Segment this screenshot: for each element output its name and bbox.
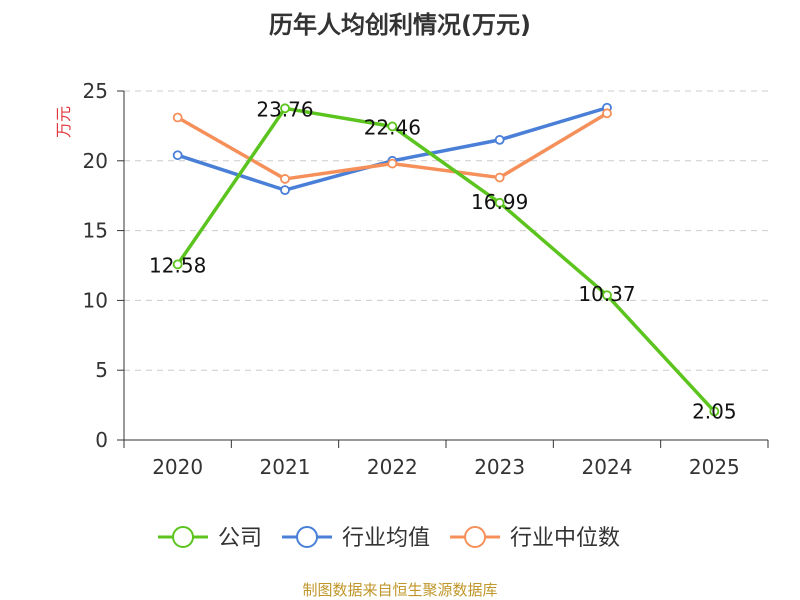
- y-tick-label: 25: [83, 79, 108, 103]
- data-point: [172, 112, 183, 123]
- data-label: 12.58: [149, 253, 206, 277]
- series-lines: [172, 102, 720, 417]
- data-label: 16.99: [471, 190, 528, 214]
- chart-title: 历年人均创利情况(万元): [269, 11, 531, 39]
- legend-label: 公司: [218, 526, 262, 551]
- legend[interactable]: 公司 行业均值 行业中位数: [158, 526, 620, 551]
- y-tick-label: 15: [83, 219, 108, 243]
- data-point: [709, 406, 720, 417]
- legend-item-2[interactable]: 行业中位数: [450, 526, 620, 551]
- data-label: 2.05: [692, 399, 737, 423]
- legend-label: 行业中位数: [510, 526, 620, 551]
- y-tick-label: 20: [83, 149, 108, 173]
- data-point: [494, 172, 505, 183]
- x-tick-label: 2024: [582, 455, 633, 479]
- legend-item-1[interactable]: 行业均值: [282, 526, 430, 551]
- y-tick-label: 10: [83, 288, 108, 312]
- data-label: 22.46: [364, 115, 421, 139]
- data-point: [280, 103, 290, 114]
- y-tick-label: 5: [95, 358, 108, 382]
- data-point: [387, 121, 398, 132]
- x-tick-label: 2021: [260, 455, 311, 479]
- y-tick-label: 0: [95, 428, 108, 452]
- data-label: 23.76: [256, 97, 313, 121]
- data-point: [494, 134, 505, 145]
- legend-marker: [464, 526, 487, 548]
- legend-label: 行业均值: [342, 526, 430, 551]
- legend-marker: [296, 526, 319, 548]
- y-axis-label: 万元: [54, 106, 73, 138]
- data-point: [387, 158, 398, 169]
- data-point: [280, 185, 290, 196]
- data-labels: 12.58 23.76 22.46 16.99 10.37 2.05: [149, 97, 737, 423]
- source-note: 制图数据来自恒生聚源数据库: [302, 581, 497, 599]
- legend-item-0[interactable]: 公司: [158, 526, 262, 551]
- data-point: [494, 197, 505, 208]
- data-point: [280, 174, 290, 184]
- series-line-0: [176, 106, 716, 413]
- data-point: [172, 259, 183, 270]
- data-point: [172, 150, 183, 161]
- x-tick-label: 2023: [474, 455, 525, 479]
- data-point: [602, 108, 612, 119]
- data-point: [602, 290, 612, 301]
- data-label: 10.37: [578, 282, 635, 306]
- x-tick-label: 2022: [367, 455, 418, 479]
- x-tick-label: 2025: [689, 455, 740, 479]
- x-tick-label: 2020: [152, 455, 203, 479]
- legend-marker: [172, 526, 194, 548]
- gridlines: [124, 90, 768, 371]
